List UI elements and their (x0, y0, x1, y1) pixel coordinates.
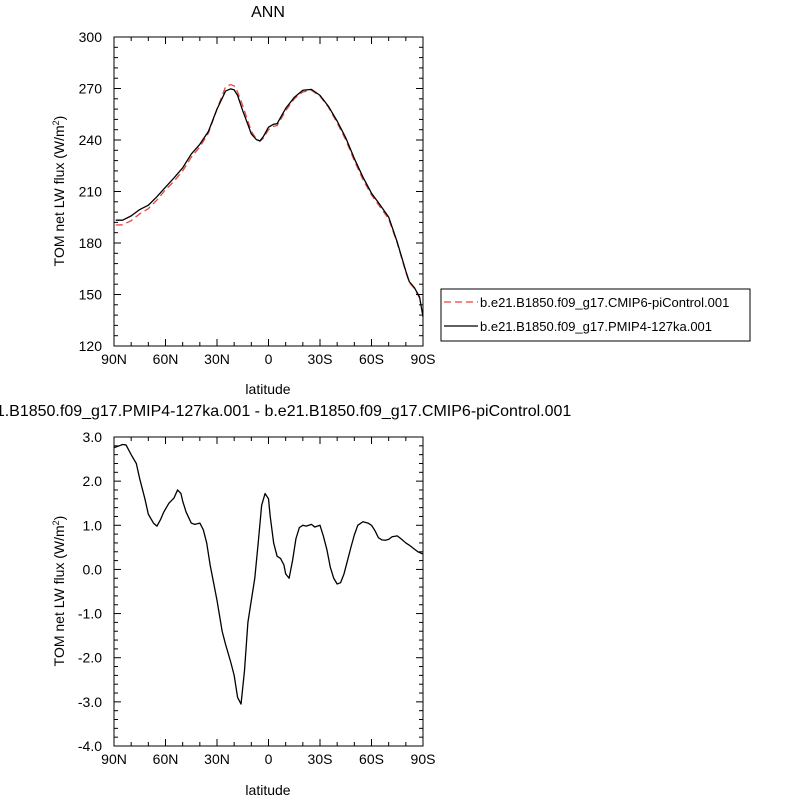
bottom-y-tick-label: 1.0 (83, 517, 103, 533)
top-y-axis-label-close: ) (51, 116, 67, 121)
top-chart-title: ANN (251, 4, 285, 21)
top-x-tick-label: 90N (101, 351, 127, 367)
bottom-series-line-0 (113, 443, 424, 705)
bottom-y-tick-label: 3.0 (83, 429, 103, 445)
top-x-tick-label: 60S (359, 351, 384, 367)
top-y-tick-label: 300 (79, 29, 103, 45)
bottom-x-tick-label: 30N (204, 751, 230, 767)
bottom-y-tick-label: 2.0 (83, 473, 103, 489)
top-plot-area: 90N 60N 30N 0 30S 60S 90S 120 150 180 210 240 270 300 (79, 29, 436, 367)
top-y-tick-label: 210 (79, 184, 103, 200)
top-y-axis-label-sup: 2 (51, 120, 61, 125)
bottom-x-tick-label: 90N (101, 751, 127, 767)
legend: b.e21.B1850.f09_g17.CMIP6-piControl.001 … (440, 288, 751, 342)
legend-label-127ka: b.e21.B1850.f09_g17.PMIP4-127ka.001 (480, 319, 712, 334)
bottom-x-tick-label: 0 (265, 751, 273, 767)
top-x-tick-label: 30S (308, 351, 333, 367)
bottom-x-tick-label: 60N (153, 751, 179, 767)
top-y-tick-label: 240 (79, 132, 103, 148)
bottom-y-axis-label-main: TOM net LW flux (W/m (51, 525, 67, 666)
top-y-tick-label: 180 (79, 235, 103, 251)
bottom-x-tick-label: 90S (411, 751, 436, 767)
bottom-y-tick-label: -4.0 (78, 738, 102, 754)
top-plot-frame (113, 36, 424, 347)
top-x-tick-label: 90S (411, 351, 436, 367)
bottom-y-axis-label: TOM net LW flux (W/m2) (51, 516, 67, 667)
bottom-y-tick-label: 0.0 (83, 561, 103, 577)
bottom-x-axis-label: latitude (245, 782, 290, 798)
top-x-tick-label: 0 (265, 351, 273, 367)
legend-box (440, 288, 751, 342)
bottom-chart-title: b.e21.B1850.f09_g17.PMIP4-127ka.001 - b.… (0, 403, 571, 420)
top-series-line-1 (115, 88, 424, 317)
top-x-tick-label: 60N (153, 351, 179, 367)
top-y-axis-label-main: TOM net LW flux (W/m (51, 125, 67, 266)
top-y-tick-label: 270 (79, 81, 103, 97)
top-x-tick-label: 30N (204, 351, 230, 367)
bottom-x-tick-label: 30S (308, 751, 333, 767)
legend-label-picontrol: b.e21.B1850.f09_g17.CMIP6-piControl.001 (480, 295, 729, 310)
bottom-y-tick-label: -1.0 (78, 606, 102, 622)
top-x-axis-label: latitude (245, 381, 290, 397)
top-y-axis-label: TOM net LW flux (W/m2) (51, 116, 67, 267)
bottom-plot-frame (113, 436, 424, 747)
top-y-tick-label: 150 (79, 287, 103, 303)
bottom-y-tick-label: -2.0 (78, 650, 102, 666)
bottom-y-axis-label-sup: 2 (51, 520, 61, 525)
top-y-tick-label: 120 (79, 338, 103, 354)
bottom-y-axis-label-close: ) (51, 516, 67, 521)
bottom-plot-area: 90N 60N 30N 0 30S 60S 90S -4.0 -3.0 -2.0 -1.0 0.0 1.… (78, 429, 436, 767)
bottom-y-tick-label: -3.0 (78, 694, 102, 710)
bottom-x-tick-label: 60S (359, 751, 384, 767)
